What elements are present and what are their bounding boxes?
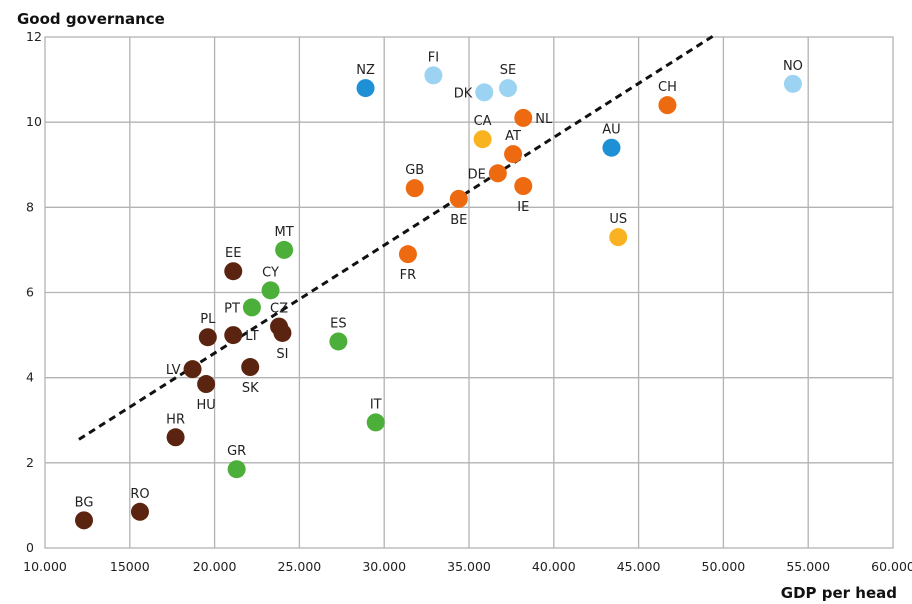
grid bbox=[45, 37, 893, 548]
data-point-cy bbox=[261, 281, 280, 300]
data-point-ee bbox=[224, 262, 243, 281]
point-label-gb: GB bbox=[405, 163, 424, 178]
point-label-ch: CH bbox=[658, 80, 677, 95]
point-label-ca: CA bbox=[474, 114, 492, 129]
x-axis-label: GDP per head bbox=[781, 584, 897, 602]
data-point-hu bbox=[197, 375, 216, 394]
point-label-se: SE bbox=[500, 63, 516, 78]
x-tick-label: 25.000 bbox=[278, 559, 322, 574]
point-label-mt: MT bbox=[275, 225, 294, 240]
data-point-dk bbox=[475, 83, 494, 102]
data-point-nz bbox=[356, 79, 375, 98]
data-point-lt bbox=[224, 326, 243, 345]
x-tick-labels: 10.000 15000 20.000 25.000 30.000 35.000 40.00… bbox=[23, 559, 912, 574]
point-label-ro: RO bbox=[130, 487, 149, 502]
x-tick-label: 55.000 bbox=[786, 559, 830, 574]
point-label-nz: NZ bbox=[356, 63, 375, 78]
x-tick-label: 60.000 bbox=[871, 559, 912, 574]
point-label-ie: IE bbox=[517, 200, 529, 215]
data-point-mt bbox=[275, 240, 294, 259]
data-point-gr bbox=[227, 460, 246, 479]
point-label-dk: DK bbox=[454, 86, 473, 101]
point-label-us: US bbox=[609, 212, 627, 227]
x-tick-label: 20.000 bbox=[193, 559, 237, 574]
data-point-nl bbox=[514, 108, 533, 127]
data-points bbox=[75, 66, 802, 530]
data-point-be bbox=[449, 189, 468, 208]
point-label-si: SI bbox=[276, 347, 288, 362]
data-point-au bbox=[602, 138, 621, 157]
point-label-be: BE bbox=[450, 213, 467, 228]
data-point-no bbox=[783, 74, 802, 93]
data-point-fr bbox=[398, 245, 417, 264]
point-label-gr: GR bbox=[227, 444, 246, 459]
point-label-sk: SK bbox=[242, 381, 259, 396]
point-label-pl: PL bbox=[200, 312, 216, 327]
data-point-si bbox=[273, 323, 292, 342]
point-label-cz: CZ bbox=[270, 302, 288, 317]
point-label-es: ES bbox=[330, 316, 346, 331]
point-label-nl: NL bbox=[535, 112, 553, 127]
y-axis-label: Good governance bbox=[17, 10, 165, 28]
y-tick-label: 10 bbox=[26, 114, 42, 129]
point-label-fi: FI bbox=[428, 50, 439, 65]
data-point-ie bbox=[514, 177, 533, 196]
point-label-no: NO bbox=[783, 59, 803, 74]
data-point-gb bbox=[405, 179, 424, 198]
data-point-fi bbox=[424, 66, 443, 85]
data-point-ch bbox=[658, 96, 677, 115]
x-tick-label: 50.000 bbox=[702, 559, 746, 574]
point-label-hr: HR bbox=[166, 412, 185, 427]
point-label-lt: LT bbox=[245, 329, 258, 344]
point-label-it: IT bbox=[370, 397, 382, 412]
point-label-au: AU bbox=[602, 123, 620, 138]
y-tick-label: 6 bbox=[26, 285, 34, 300]
point-label-hu: HU bbox=[196, 398, 215, 413]
x-tick-label: 45.000 bbox=[617, 559, 661, 574]
x-tick-label: 40.000 bbox=[532, 559, 576, 574]
y-tick-label: 2 bbox=[26, 455, 34, 470]
data-point-pt bbox=[242, 298, 261, 317]
point-label-bg: BG bbox=[75, 495, 94, 510]
data-point-ca bbox=[473, 130, 492, 149]
point-labels: BG RO HR GR LV HU PL LT EE PT SK CY CZ SI MT ES IT NZ FR GB… bbox=[75, 50, 803, 510]
y-tick-label: 12 bbox=[26, 29, 42, 44]
point-label-at: AT bbox=[505, 129, 521, 144]
data-point-pl bbox=[198, 328, 217, 347]
y-tick-label: 0 bbox=[26, 540, 34, 555]
point-label-pt: PT bbox=[224, 301, 240, 316]
data-point-se bbox=[499, 79, 518, 98]
data-point-ro bbox=[130, 502, 149, 521]
point-label-lv: LV bbox=[166, 363, 181, 378]
point-label-de: DE bbox=[468, 167, 486, 182]
y-tick-labels: 0 2 4 6 8 10 12 bbox=[26, 29, 42, 555]
data-point-sk bbox=[241, 358, 260, 377]
x-tick-label: 15000 bbox=[110, 559, 150, 574]
x-tick-label: 10.000 bbox=[23, 559, 67, 574]
y-tick-label: 4 bbox=[26, 370, 34, 385]
point-label-cy: CY bbox=[262, 265, 279, 280]
x-tick-label: 30.000 bbox=[362, 559, 406, 574]
data-point-it bbox=[366, 413, 385, 432]
data-point-de bbox=[488, 164, 507, 183]
point-label-fr: FR bbox=[400, 268, 417, 283]
data-point-lv bbox=[183, 360, 202, 379]
data-point-at bbox=[504, 145, 523, 164]
data-point-us bbox=[609, 228, 628, 247]
data-point-bg bbox=[75, 511, 94, 530]
y-tick-label: 8 bbox=[26, 199, 34, 214]
plot-frame bbox=[44, 36, 894, 549]
point-label-ee: EE bbox=[225, 246, 241, 261]
x-tick-label: 35.000 bbox=[447, 559, 491, 574]
data-point-es bbox=[329, 332, 348, 351]
data-point-hr bbox=[166, 428, 185, 447]
